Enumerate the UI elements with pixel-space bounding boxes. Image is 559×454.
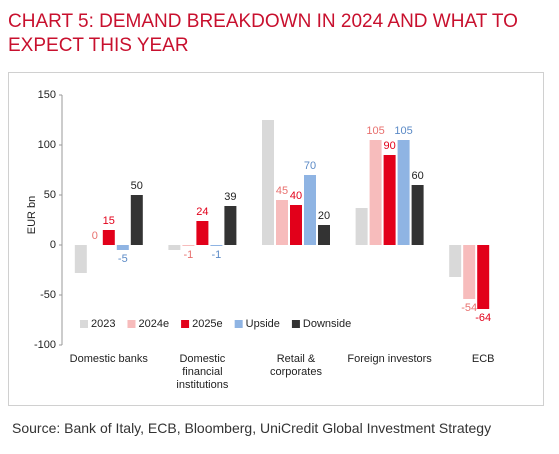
bar [74, 245, 87, 273]
bar [116, 245, 129, 250]
data-label: 24 [196, 206, 208, 218]
bar [276, 200, 288, 245]
bar [196, 221, 209, 245]
data-label: 50 [131, 180, 143, 192]
chart-title: CHART 5: DEMAND BREAKDOWN IN 2024 AND WH… [8, 11, 518, 56]
data-label: 0 [92, 230, 98, 242]
bar [210, 245, 223, 246]
bar [102, 230, 115, 245]
bar [224, 206, 237, 245]
data-label: 20 [318, 210, 330, 222]
y-tick-label: 50 [44, 189, 56, 201]
data-label: 60 [411, 170, 423, 182]
x-tick-label: Foreign investors [347, 353, 432, 365]
x-tick-label: Domestic financial institutions [176, 353, 229, 391]
legend-swatch [181, 320, 190, 328]
data-label: 105 [394, 125, 412, 137]
data-label: -1 [212, 249, 222, 261]
chart-frame [8, 72, 544, 406]
legend-label: Downside [303, 318, 351, 330]
bar [168, 245, 181, 250]
bar [262, 120, 274, 245]
legend-label: 2023 [91, 318, 115, 330]
bar [411, 185, 424, 245]
y-axis-label: EUR bn [26, 196, 38, 235]
y-tick-label: -100 [34, 339, 56, 351]
bar [290, 205, 302, 245]
data-label: 70 [304, 160, 316, 172]
x-tick-label: ECB [471, 353, 495, 365]
data-label: -1 [184, 249, 194, 261]
bar [355, 208, 368, 245]
legend-swatch [291, 320, 300, 328]
bar [182, 245, 195, 246]
bar [318, 225, 330, 245]
data-label: 45 [276, 185, 288, 197]
y-tick-label: 0 [50, 239, 56, 251]
legend-swatch [234, 320, 243, 328]
data-label: 39 [224, 191, 236, 203]
data-label: -54 [461, 302, 477, 314]
x-tick-label: Retail & corporates [270, 353, 322, 378]
y-tick-label: 100 [38, 139, 56, 151]
legend-label: Upside [246, 318, 280, 330]
bar [449, 245, 462, 277]
y-tick-label: -50 [40, 289, 56, 301]
legend-label: 2025e [192, 318, 223, 330]
bar [397, 140, 410, 245]
data-label: -5 [118, 253, 128, 265]
source-note: Source: Bank of Italy, ECB, Bloomberg, U… [12, 420, 492, 436]
bar [463, 245, 476, 299]
legend-label: 2024e [138, 318, 169, 330]
data-label: 105 [366, 125, 384, 137]
legend-swatch [80, 320, 88, 328]
x-tick-label: Domestic banks [69, 353, 148, 365]
data-label: 90 [383, 140, 395, 152]
bar [383, 155, 396, 245]
bar [477, 245, 490, 309]
legend-swatch [127, 320, 136, 328]
bar [304, 175, 316, 245]
data-label: 15 [103, 215, 115, 227]
y-tick-label: 150 [38, 89, 56, 101]
data-label: 40 [290, 190, 302, 202]
bar [369, 140, 382, 245]
data-label: -64 [475, 312, 491, 324]
bar [130, 195, 143, 245]
